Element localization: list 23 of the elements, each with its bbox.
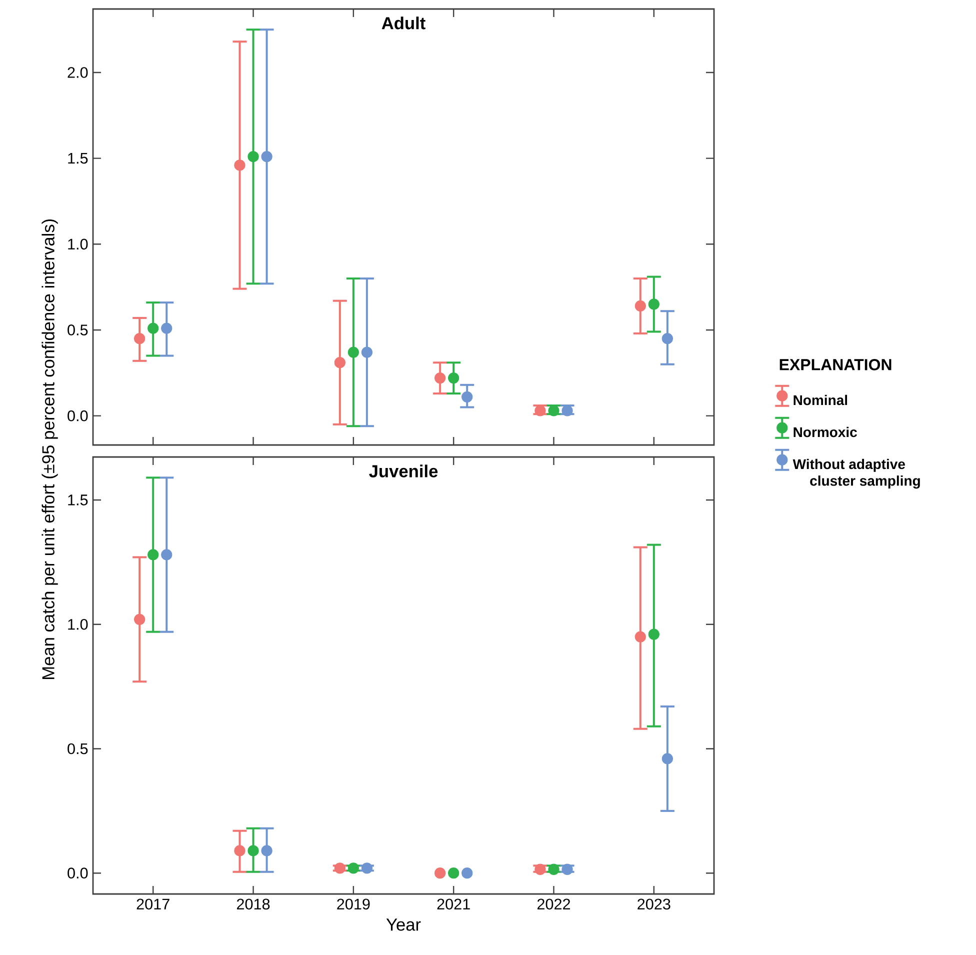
x-tick-label: 2018: [236, 898, 270, 910]
x-axis-title: Year: [386, 918, 421, 931]
y-tick-label: 0.0: [68, 868, 88, 879]
y-tick-label: 0.5: [68, 324, 88, 336]
legend-label: Without adaptive cluster sampling: [792, 458, 920, 489]
legend-label: Nominal: [794, 394, 848, 406]
x-tick-label: 2023: [638, 898, 670, 910]
x-tick-label: 2019: [337, 898, 370, 910]
chart-title: Adult: [382, 16, 426, 30]
x-tick-label: 2022: [537, 898, 570, 910]
y-tick-label: 1.0: [68, 238, 88, 250]
y-axis-title: Mean catch per unit effort (±95 percent confidence intervals): [42, 219, 58, 679]
y-tick-label: 1.5: [68, 494, 88, 506]
y-tick-label: 0.5: [68, 743, 88, 754]
y-tick-label: 1.5: [68, 152, 88, 164]
chart-title: Juvenile: [369, 464, 438, 478]
x-tick-label: 2017: [136, 898, 170, 910]
legend-title: EXPLANATION: [780, 359, 892, 370]
legend-label: Normoxic: [794, 426, 857, 438]
y-tick-label: 0.0: [68, 410, 88, 422]
y-tick-label: 1.0: [68, 618, 88, 630]
y-tick-label: 2.0: [68, 67, 88, 78]
x-tick-label: 2021: [437, 898, 470, 910]
